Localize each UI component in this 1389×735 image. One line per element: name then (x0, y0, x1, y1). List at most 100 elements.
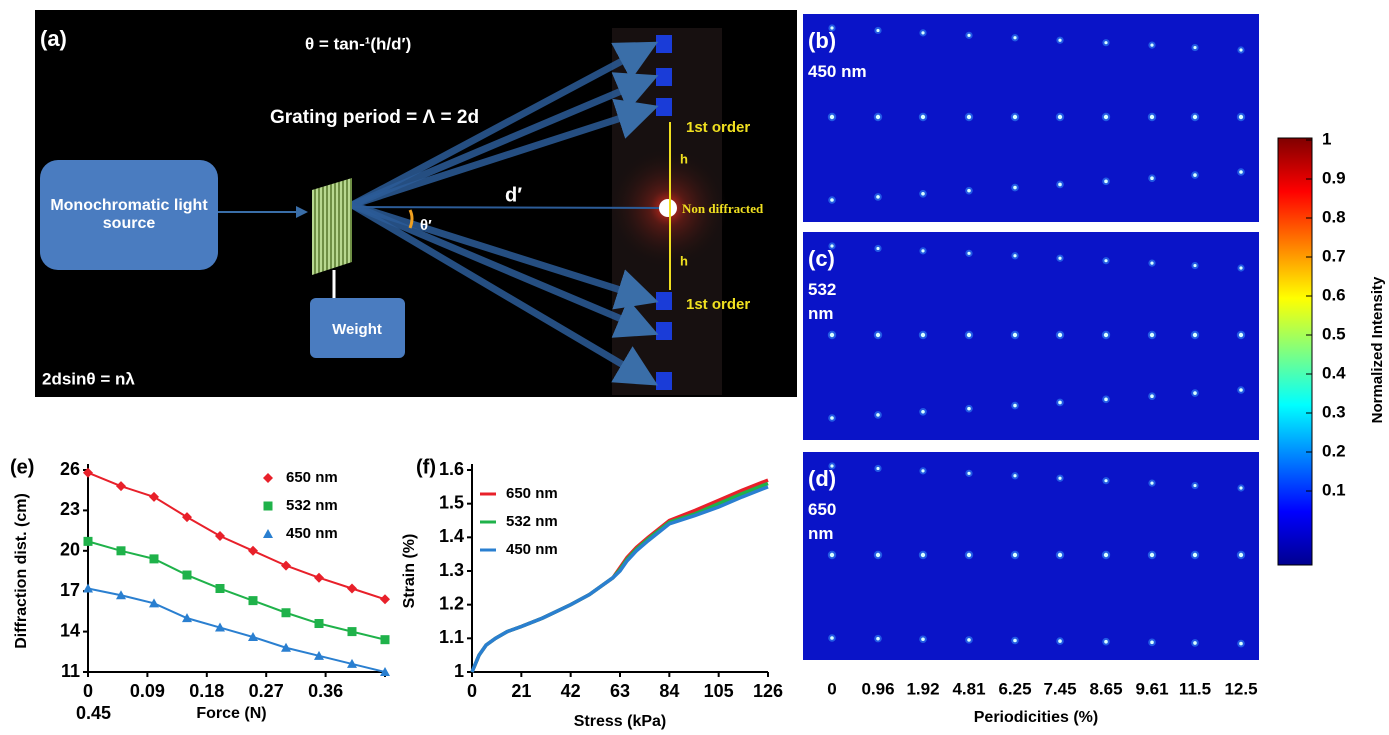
legend-label: 450 nm (286, 525, 338, 542)
periodicity-label: 0.96 (861, 679, 894, 698)
x-tick-label: 63 (610, 681, 630, 701)
spot (1150, 394, 1154, 399)
x-tick-label: 21 (511, 681, 531, 701)
spot (1239, 388, 1243, 392)
spot (1239, 266, 1243, 270)
spot (1192, 332, 1198, 338)
colorbar-tick-label: 0.1 (1322, 480, 1346, 499)
spot (1149, 114, 1155, 120)
marker (380, 667, 390, 676)
marker (347, 627, 357, 637)
spot (1104, 479, 1108, 483)
spot (1239, 170, 1243, 174)
marker (281, 560, 291, 571)
marker (248, 545, 258, 556)
marker (83, 536, 93, 546)
spot (1150, 261, 1154, 265)
spot (1104, 397, 1108, 402)
y-tick-label: 1 (454, 661, 464, 681)
spot (1013, 474, 1017, 478)
y-tick-label: 11 (61, 661, 80, 681)
spot (1057, 552, 1063, 558)
spot (921, 31, 925, 35)
spot (1104, 179, 1108, 184)
spot (1012, 552, 1018, 558)
spot (876, 413, 880, 417)
spot (1239, 486, 1243, 490)
marker (380, 594, 390, 605)
x-tick-label: 84 (659, 681, 679, 701)
panel-label: (f) (416, 456, 436, 478)
colorbar (1277, 137, 1313, 566)
y-tick-label: 1.5 (439, 492, 464, 512)
spot (1104, 41, 1108, 45)
spot (1149, 552, 1155, 558)
series-line (87, 540, 386, 641)
marker (116, 590, 126, 600)
formula: θ = tan-¹(h/d′) (305, 34, 411, 53)
spot (966, 552, 972, 558)
spot (1104, 259, 1108, 263)
order-bottom: 1st order (686, 296, 750, 313)
spot (920, 114, 926, 120)
marker (116, 481, 126, 492)
y-tick-label: 26 (60, 459, 80, 479)
spot (1193, 641, 1197, 645)
colorbar-tick-label: 0.3 (1322, 402, 1346, 421)
bragg: 2dsinθ = nλ (42, 369, 135, 388)
marker (281, 642, 291, 652)
periodicity-label: 4.81 (952, 679, 985, 698)
marker (182, 512, 192, 523)
y-tick-label: 20 (60, 540, 80, 560)
spot (1103, 332, 1109, 338)
spot (1013, 638, 1017, 643)
map-label: (b) (808, 28, 837, 53)
source-text: Monochromatic light source (50, 197, 208, 232)
x-axis-label: Force (N) (196, 705, 266, 722)
y-tick-label: 1.3 (439, 560, 464, 580)
marker (215, 622, 225, 632)
map-bg (803, 232, 1259, 440)
spot (1058, 256, 1062, 260)
x-tick-label: 0.09 (130, 681, 165, 701)
marker (149, 491, 159, 502)
orders (656, 35, 672, 390)
spot (875, 332, 881, 338)
spot (920, 552, 926, 558)
marker (380, 635, 390, 645)
periodicity-label: 6.25 (998, 679, 1031, 698)
h-bottom: h (680, 253, 688, 268)
spot (1193, 391, 1197, 395)
marker (263, 473, 273, 483)
spot (1058, 182, 1062, 187)
marker (215, 530, 225, 541)
marker (182, 613, 192, 623)
grating (312, 178, 352, 275)
spot (1238, 114, 1244, 120)
periodicity-label: 0 (827, 679, 836, 698)
spot (1057, 332, 1063, 338)
spot (829, 332, 835, 338)
spot (967, 251, 971, 255)
y-tick-label: 23 (60, 499, 80, 519)
center-spot (659, 199, 677, 217)
spot (829, 552, 835, 558)
marker (149, 598, 159, 608)
x-tick-label: 126 (753, 681, 783, 701)
spot (1104, 639, 1108, 644)
spot (966, 332, 972, 338)
spot (830, 244, 834, 248)
spot (1193, 45, 1197, 50)
spot (1013, 185, 1017, 190)
spot (1012, 114, 1018, 120)
spot (830, 26, 834, 30)
marker (314, 572, 324, 583)
angle-arc (408, 209, 414, 229)
x-tick-label: 0 (83, 681, 93, 701)
y-tick-label: 14 (60, 620, 80, 640)
spot (1103, 552, 1109, 558)
series-line (470, 481, 769, 673)
spot (876, 195, 880, 199)
periodicity-title: Periodicities (%) (974, 709, 1098, 726)
spot (830, 416, 834, 420)
